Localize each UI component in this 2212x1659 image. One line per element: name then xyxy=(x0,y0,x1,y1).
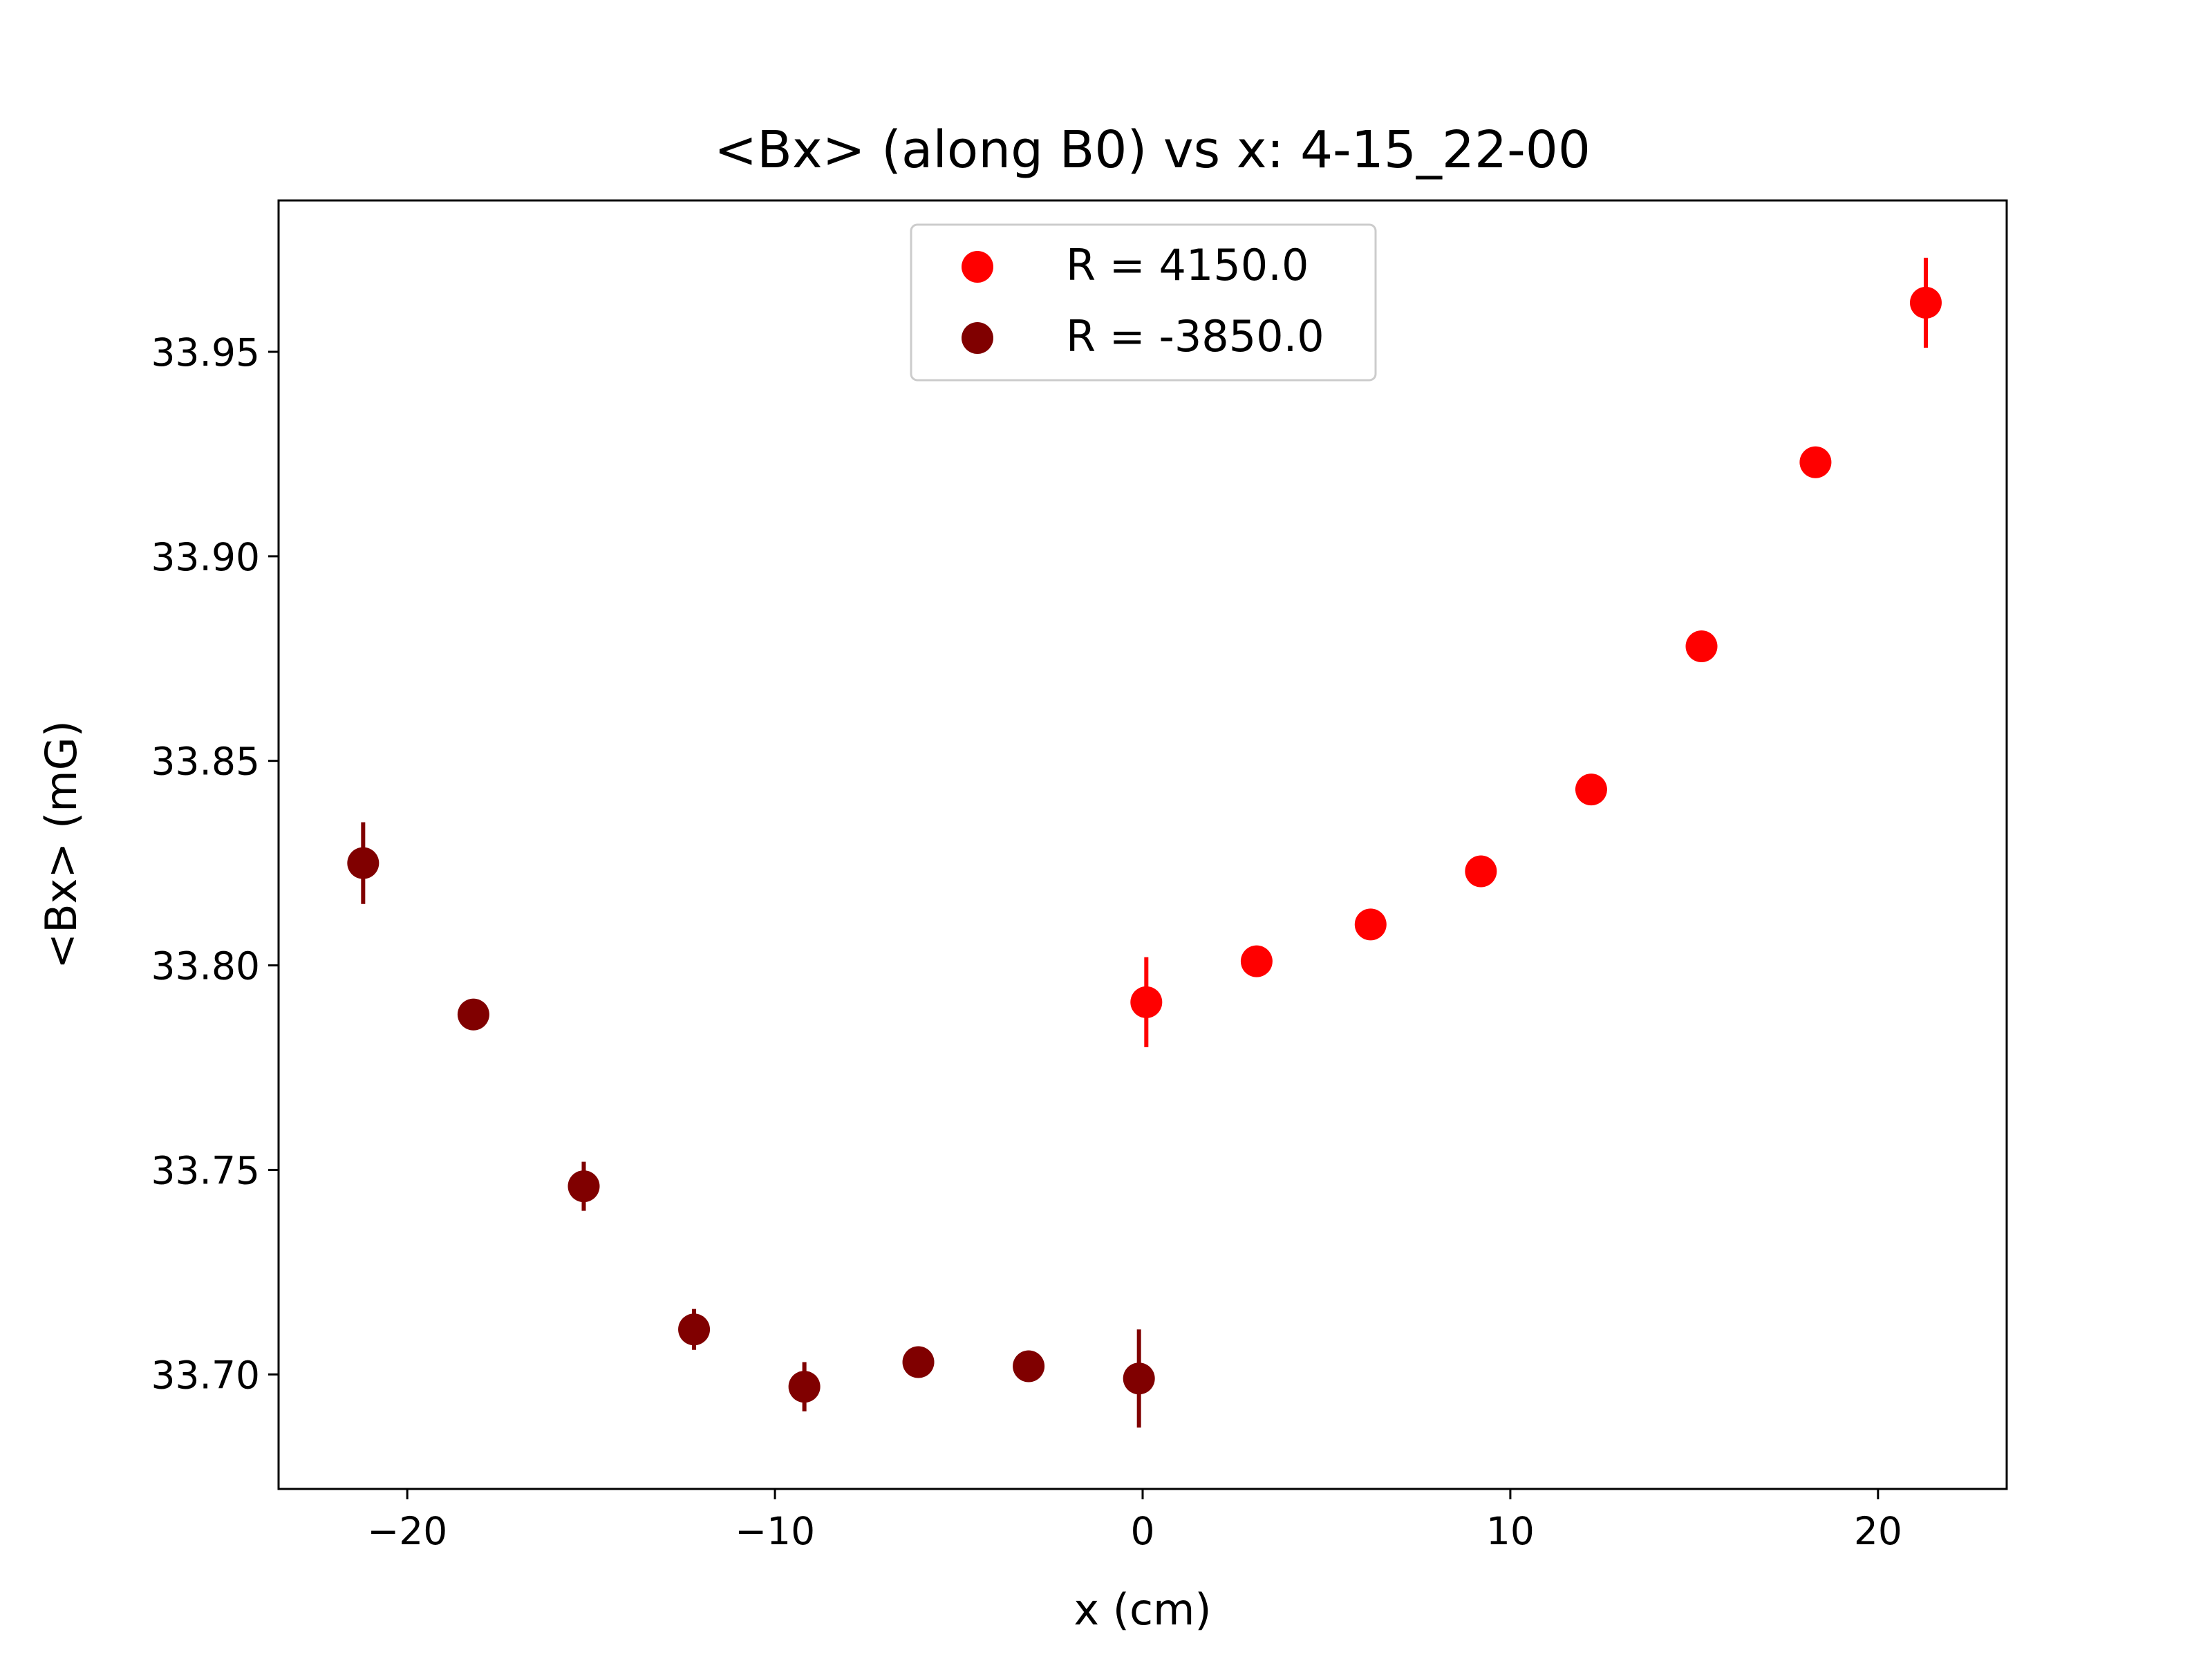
legend-label-series-1: R = 4150.0 xyxy=(1066,240,1309,290)
data-point xyxy=(457,998,489,1031)
y-tick-label: 33.75 xyxy=(151,1148,260,1192)
data-point xyxy=(1354,908,1387,941)
x-tick-label: 0 xyxy=(1131,1509,1155,1553)
legend: R = 4150.0 R = -3850.0 xyxy=(910,223,1377,382)
y-tick-label: 33.85 xyxy=(151,740,260,784)
x-tick-label: −20 xyxy=(367,1509,447,1553)
y-tick-label: 33.90 xyxy=(151,535,260,579)
x-tick-label: −10 xyxy=(735,1509,815,1553)
plot-frame xyxy=(277,199,2008,1490)
data-point xyxy=(1465,855,1497,888)
data-point xyxy=(1240,945,1273,977)
data-point xyxy=(568,1170,600,1203)
data-point xyxy=(1123,1362,1155,1395)
legend-label-series-2: R = -3850.0 xyxy=(1066,311,1324,362)
plot-series xyxy=(347,257,1942,1428)
data-point xyxy=(1130,986,1163,1018)
legend-box xyxy=(910,223,1377,382)
data-point xyxy=(1575,774,1607,806)
y-tick-label: 33.80 xyxy=(151,944,260,988)
x-axis: −20 −10 0 10 20 xyxy=(367,1489,1902,1553)
x-tick-label: 20 xyxy=(1854,1509,1902,1553)
x-axis-label: x (cm) xyxy=(1074,1584,1211,1635)
data-point xyxy=(678,1313,711,1346)
legend-marker-series-1 xyxy=(962,251,993,283)
data-point xyxy=(1909,286,1942,319)
chart-title: <Bx> (along B0) vs x: 4-15_22-00 xyxy=(714,120,1591,180)
data-point xyxy=(1685,630,1718,663)
data-point xyxy=(347,847,379,879)
series-2 xyxy=(347,822,1155,1428)
y-axis: 33.70 33.75 33.80 33.85 33.90 33.95 xyxy=(151,330,279,1397)
data-point xyxy=(788,1371,821,1403)
legend-marker-series-2 xyxy=(962,322,993,354)
data-point xyxy=(902,1346,935,1378)
series-1 xyxy=(1130,257,1942,1047)
y-tick-label: 33.70 xyxy=(151,1353,260,1397)
data-point xyxy=(1013,1350,1045,1382)
y-axis-label: <Bx> (mG) xyxy=(36,720,86,969)
x-tick-label: 10 xyxy=(1486,1509,1535,1553)
y-tick-label: 33.95 xyxy=(151,330,260,375)
data-point xyxy=(1799,446,1832,478)
